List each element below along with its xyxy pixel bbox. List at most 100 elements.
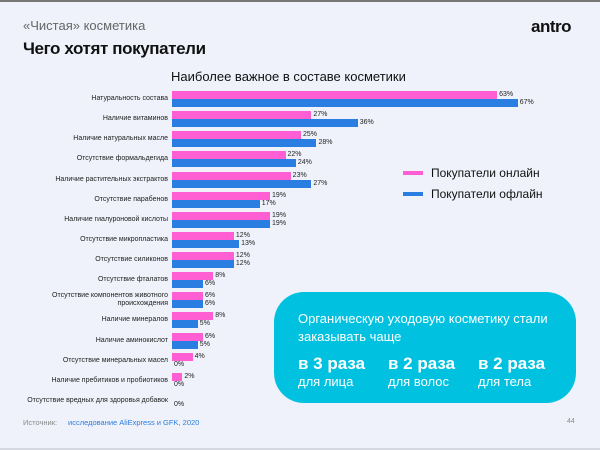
bar-offline <box>172 139 317 148</box>
data-label: 12% <box>235 231 250 239</box>
callout-text: Органическую уходовую косметику стали за… <box>298 311 548 344</box>
callout-card: Органическую уходовую косметику стали за… <box>274 292 576 403</box>
bar-offline <box>172 260 234 269</box>
data-label: 6% <box>204 280 216 288</box>
data-label: 28% <box>318 139 333 147</box>
category-label: Наличие натуральных масле <box>73 135 168 143</box>
data-label: 23% <box>292 171 307 179</box>
bar-online <box>172 231 234 240</box>
data-label: 19% <box>272 211 287 219</box>
bar-online <box>172 372 183 381</box>
page-number: 44 <box>567 418 575 425</box>
data-label: 36% <box>359 119 374 127</box>
category-label: Наличие растительных экстрактов <box>55 175 168 183</box>
data-label: 2% <box>184 372 195 380</box>
bar-offline <box>172 320 198 329</box>
category-label: Наличие пребитиков и пробиотиков <box>51 376 168 384</box>
data-label: 67% <box>519 99 534 106</box>
data-label: 6% <box>204 292 216 300</box>
bar-online <box>172 151 286 160</box>
category-label: Отсутствие компонентов животного происхо… <box>52 292 168 308</box>
bar-online <box>172 352 193 361</box>
bar-online <box>172 292 203 301</box>
bar-offline <box>172 199 260 208</box>
data-label: 0% <box>174 380 185 388</box>
legend-offline: Покупатели офлайн <box>403 187 543 201</box>
data-label: 12% <box>235 252 250 260</box>
legend-swatch-online <box>403 171 423 175</box>
category-label: Наличие минералов <box>101 316 168 324</box>
data-label: 27% <box>313 179 328 187</box>
stat-value: в 3 раза <box>298 354 366 373</box>
bar-offline <box>172 119 358 128</box>
bar-online <box>172 191 271 200</box>
category-label: Отсутствие фталатов <box>97 276 168 284</box>
data-label: 63% <box>499 91 514 98</box>
category-label: Отсутствие парабенов <box>94 195 168 203</box>
bar-online <box>172 111 312 120</box>
legend-online: Покупатели онлайн <box>403 166 540 180</box>
data-label: 13% <box>241 239 256 247</box>
stat-hair: в 2 раза для волос <box>388 354 455 390</box>
bar-offline <box>172 340 198 349</box>
page-title: Чего хотят покупатели <box>23 39 206 58</box>
bar-online <box>172 332 203 341</box>
category-label: Отсутствие минеральных масел <box>62 356 168 364</box>
stat-face: в 3 раза для лица <box>298 354 365 390</box>
legend-label-offline: Покупатели офлайн <box>431 187 543 201</box>
data-label: 24% <box>297 159 312 167</box>
bar-offline <box>172 239 240 248</box>
section-kicker: «Чистая» косметика <box>23 18 146 33</box>
data-label: 5% <box>199 340 210 348</box>
chart-title: Наиболее важное в составе косметики <box>171 69 406 84</box>
source-label: Источник: <box>23 418 58 427</box>
data-label: 19% <box>272 191 287 199</box>
bar-offline <box>172 300 203 309</box>
data-label: 4% <box>194 352 205 360</box>
stat-label: для тела <box>478 374 532 389</box>
stat-body: в 2 раза для тела <box>478 354 545 390</box>
stat-value: в 2 раза <box>478 354 546 373</box>
bar-online <box>172 272 214 281</box>
bar-offline <box>172 219 271 228</box>
antro-logo: antro <box>531 17 572 36</box>
data-label: 8% <box>215 272 226 280</box>
data-label: 0% <box>174 400 185 408</box>
category-label: Наличие аминокислот <box>95 336 168 344</box>
bar-online <box>172 211 271 220</box>
source-link[interactable]: исследование AliExpress и GFK, 2020 <box>68 418 200 427</box>
bar-offline <box>172 99 518 107</box>
bar-offline <box>172 159 296 168</box>
data-label: 6% <box>204 300 216 308</box>
bar-offline <box>172 280 203 289</box>
top-border <box>0 0 600 2</box>
category-label: Наличие гиалуроновой кислоты <box>64 215 168 223</box>
data-label: 27% <box>313 111 328 119</box>
bar-online <box>172 91 498 99</box>
data-label: 25% <box>303 131 318 139</box>
bar-online <box>172 171 291 180</box>
stat-value: в 2 раза <box>388 354 456 373</box>
data-label: 6% <box>204 332 216 340</box>
legend-swatch-offline <box>403 192 423 196</box>
category-label: Отсутствие формальдегида <box>76 155 168 163</box>
category-label: Натуральность состава <box>91 95 168 102</box>
data-label: 17% <box>261 199 276 207</box>
bar-online <box>172 131 301 140</box>
data-label: 12% <box>235 260 250 268</box>
stat-label: для волос <box>388 374 449 389</box>
category-label: Отсутствие микропластика <box>80 235 168 243</box>
category-label: Наличие витаминов <box>102 115 168 123</box>
bar-online <box>172 252 234 261</box>
stat-label: для лица <box>298 374 354 389</box>
bottom-border <box>0 448 600 450</box>
bar-online <box>172 312 214 321</box>
category-label: Отсутствие силиконов <box>95 256 168 264</box>
data-label: 5% <box>199 320 210 328</box>
data-label: 19% <box>272 219 287 227</box>
category-label: Отсутствие вредных для здоровья добавок <box>27 396 168 404</box>
legend-label-online: Покупатели онлайн <box>431 166 540 180</box>
data-label: 8% <box>215 312 226 320</box>
data-label: 22% <box>287 151 302 159</box>
